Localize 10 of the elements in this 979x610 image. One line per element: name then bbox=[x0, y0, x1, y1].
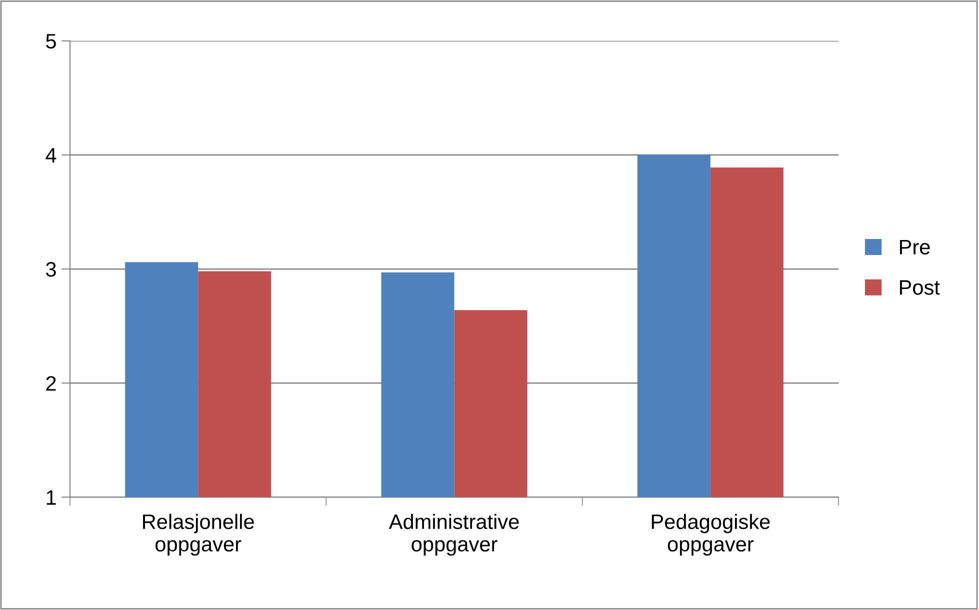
y-tick-label: 3 bbox=[46, 262, 56, 277]
y-tick-label: 2 bbox=[46, 376, 56, 391]
y-tick-label: 4 bbox=[46, 148, 56, 162]
y-tick-label: 5 bbox=[46, 34, 56, 49]
x-tick-label: Administrative oppgaver bbox=[388, 514, 519, 556]
x-tick-label: Relasjonelle oppgaver bbox=[143, 514, 254, 556]
x-tick-label: Pedagogiske oppgaver bbox=[652, 514, 770, 556]
legend-label: Pre bbox=[900, 240, 930, 254]
y-tick-label: 1 bbox=[46, 490, 56, 505]
legend-label: Post bbox=[900, 280, 940, 295]
